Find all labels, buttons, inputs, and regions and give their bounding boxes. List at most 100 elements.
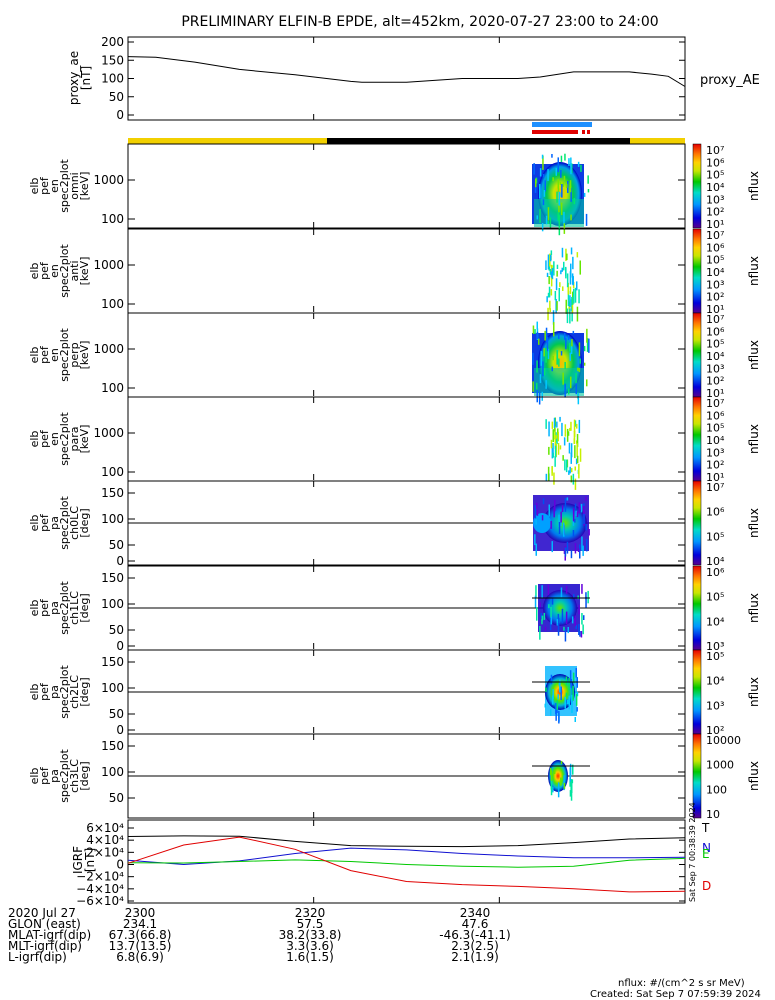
spectrogram-pixel [541, 223, 544, 232]
proxy-ae-legend: proxy_AE [700, 73, 760, 88]
panel-axis-label: para [68, 427, 81, 452]
spectrogram-pixel [566, 273, 569, 288]
spectrogram-pixel [539, 209, 541, 223]
spectrogram-pixel [575, 383, 577, 395]
panel-axis-label: pef [38, 429, 51, 448]
proxy-ae-tick-label: 0 [116, 108, 124, 122]
spectrogram-pixel [541, 619, 543, 625]
spectrogram-pixel [586, 338, 589, 352]
energy-tick-label: 1000 [93, 426, 124, 440]
colorbar-tick-label: 10⁴ [706, 675, 725, 688]
spectrogram-pixel [566, 699, 568, 704]
spectrogram-pixel [536, 360, 538, 373]
colorbar-tick-label: 10⁴ [706, 434, 725, 447]
annotation-row-value: 234.1 [122, 917, 158, 931]
spectrogram-pixel [553, 261, 555, 276]
spectrogram-pixel [569, 777, 571, 787]
spectrogram-pixel [572, 291, 574, 305]
spectrogram-pixel [535, 585, 537, 598]
colorbar-tick-label: 10⁵ [706, 254, 724, 267]
spectrogram-pixel [573, 430, 576, 437]
spectrogram-pixel [538, 338, 540, 345]
igrf-series-e [127, 857, 686, 868]
spectrogram-pixel [573, 419, 576, 433]
panel-axis-label: spec2plot [58, 328, 71, 382]
colorbar-tick-label: 10⁵ [706, 591, 724, 604]
spectrogram-pixel [557, 431, 559, 442]
spectrogram-pixel [570, 214, 572, 221]
colorbar-tick-label: 10000 [706, 734, 741, 747]
panel-axis-label: spec2plot [58, 749, 71, 803]
spectrogram-pixel [567, 335, 570, 341]
spectrogram-pixel [572, 672, 575, 684]
spectrogram-pixel [550, 778, 553, 790]
spectrogram-pixel [539, 602, 541, 608]
spectrogram-pixel [543, 190, 546, 197]
spectrogram-pixel [572, 764, 574, 775]
spectrogram-pixel [532, 381, 534, 392]
colorbar-tick-label: 1000 [706, 759, 734, 772]
igrf-tick-label: 4×10⁴ [86, 833, 124, 847]
spectrogram-pixel [569, 767, 571, 782]
spectrogram-pixel [564, 362, 566, 370]
spectrogram-pixel [554, 426, 556, 440]
colorbar-tick-label: 10³ [706, 278, 724, 291]
spectrogram-pixel [534, 329, 536, 334]
spectrogram-pixel [547, 584, 550, 596]
igrf-legend-label: D [702, 879, 711, 893]
spectrogram-pixel [560, 170, 562, 178]
spectrogram-pixel [536, 321, 538, 330]
colorbar-tick-label: 10² [706, 375, 724, 388]
spectrogram-pixel [579, 448, 582, 462]
colorbar-tick-label: 10⁷ [706, 397, 724, 410]
spectrogram-pixel [558, 288, 560, 302]
spectrogram-pixel [550, 606, 552, 618]
spectrogram-pixel [569, 427, 571, 431]
spectrogram-pixel [545, 473, 548, 481]
spectrogram-pixel [573, 198, 576, 205]
spectrogram-pixel [562, 372, 564, 385]
orbit-status-bars [128, 122, 685, 144]
panel-axis-label: pa [48, 601, 61, 615]
spectrogram-pixel [562, 182, 565, 187]
igrf-axis-label: IGRF [71, 846, 85, 874]
spectrogram-pixel [573, 288, 575, 304]
panel-axis-label: spec2plot [58, 581, 71, 635]
spectrogram-pixel [560, 351, 563, 356]
spectrogram-pixel [556, 270, 558, 277]
spectrogram-pixel [566, 308, 569, 324]
igrf-axis-label: [nT] [83, 848, 97, 872]
colorbar-tick-label: 10 [706, 808, 720, 821]
spectrogram-pixel [574, 503, 577, 510]
spectrogram-pixel [568, 388, 570, 395]
spectrogram-pixel [554, 500, 556, 512]
spectrogram-pixel [545, 260, 547, 270]
spectrogram-pixel [548, 504, 550, 517]
spectrogram-pixel [549, 767, 552, 776]
science-zone-bar [532, 122, 592, 127]
annotation-row-label: MLT-igrf(dip) [8, 939, 82, 953]
spectrogram-pixel [574, 420, 577, 427]
spectrogram-pixel [549, 269, 552, 275]
spectrogram-pixel [565, 248, 567, 261]
colorbar-label: nflux [747, 256, 761, 286]
spectrogram-pixel [552, 177, 554, 182]
spectrogram-pixel [547, 466, 550, 482]
colorbar-label: nflux [747, 340, 761, 370]
panel-axis-label: elb [28, 600, 41, 617]
spectrogram-pixel [547, 292, 550, 298]
spectrogram-pixel [548, 446, 550, 455]
spectrogram-pixel [571, 296, 573, 308]
spectrogram-pixel [539, 168, 542, 177]
spectrogram-pixel [570, 187, 572, 202]
spectrogram-pixel [557, 623, 560, 636]
colorbar-tick-label: 10¹ [706, 218, 724, 231]
spectrogram-pixel [534, 595, 537, 608]
spectrogram-pixel [555, 278, 558, 291]
spectrogram-pixel [536, 331, 539, 339]
spectrogram-pixel [576, 434, 579, 447]
igrf-legend-label: T [701, 821, 710, 835]
spectrogram-pixel [566, 183, 568, 188]
